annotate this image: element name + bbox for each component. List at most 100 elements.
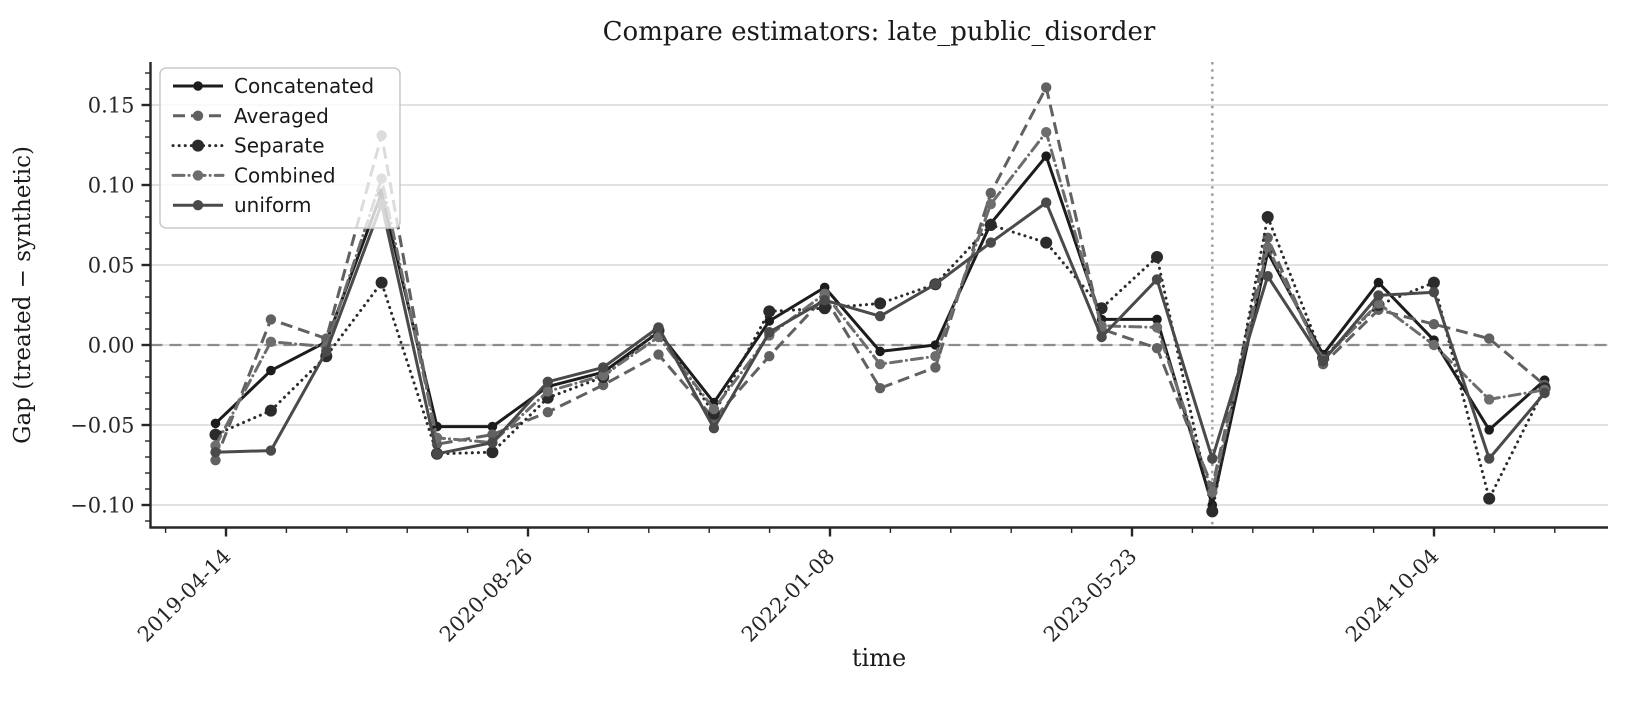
data-point-marker — [930, 351, 941, 362]
data-point-marker — [321, 346, 332, 357]
data-point-marker — [985, 187, 996, 199]
data-point-marker — [1041, 82, 1052, 93]
legend-label: Averaged — [234, 104, 329, 128]
legend-item-separate: Separate — [171, 134, 325, 158]
data-point-marker — [1041, 197, 1052, 208]
y-tick-label: 0.05 — [88, 254, 135, 278]
data-point-marker — [764, 316, 775, 326]
data-point-marker — [874, 297, 887, 310]
data-point-marker — [1484, 425, 1494, 435]
data-point-marker — [266, 365, 276, 376]
data-point-marker — [874, 311, 886, 322]
series-averaged — [210, 82, 1550, 493]
x-tick-label: 2023-05-23 — [1039, 544, 1142, 647]
chart-title: Compare estimators: late_public_disorder — [603, 17, 1156, 47]
x-tick-label: 2022-01-08 — [737, 544, 840, 647]
data-point-marker — [264, 404, 277, 417]
data-point-marker — [375, 276, 388, 289]
data-point-marker — [1041, 151, 1051, 161]
data-point-marker — [1483, 492, 1496, 505]
data-point-marker — [708, 423, 720, 434]
data-point-marker — [1539, 387, 1550, 399]
data-point-marker — [875, 346, 885, 357]
legend-item-concatenated: Concatenated — [173, 74, 374, 98]
legend-marker — [193, 81, 203, 91]
data-point-marker — [1151, 274, 1163, 285]
data-point-marker — [1373, 277, 1384, 288]
data-point-marker — [1484, 333, 1495, 344]
data-point-marker — [930, 279, 941, 290]
legend-marker — [192, 110, 204, 122]
y-tick-label: 0.00 — [88, 334, 135, 358]
y-tick-label: 0.10 — [88, 174, 135, 198]
data-point-marker — [1151, 251, 1163, 263]
data-point-marker — [985, 237, 996, 248]
reference-lines-layer — [150, 62, 1608, 528]
legend-marker — [192, 170, 204, 181]
data-point-marker — [210, 418, 221, 429]
legend-marker — [192, 139, 204, 152]
data-point-marker — [819, 295, 830, 306]
data-point-marker — [1428, 319, 1440, 330]
data-point-marker — [1484, 453, 1495, 464]
data-point-marker — [653, 322, 664, 333]
data-point-marker — [1262, 271, 1273, 282]
data-point-marker — [653, 349, 664, 360]
data-point-marker — [598, 362, 609, 373]
data-point-marker — [1484, 394, 1495, 405]
data-point-marker — [1152, 314, 1162, 325]
data-point-marker — [1261, 211, 1274, 223]
data-point-marker — [265, 314, 277, 325]
x-tick-label: 2020-08-26 — [435, 544, 538, 647]
x-tick-label: 2024-10-04 — [1341, 544, 1444, 647]
data-point-marker — [487, 437, 498, 448]
y-tick-label: 0.15 — [88, 94, 135, 118]
data-point-marker — [1207, 453, 1218, 464]
data-point-marker — [487, 429, 498, 440]
legend-box — [159, 67, 401, 229]
data-series-layer — [209, 82, 1551, 518]
x-tick-label: 2019-04-14 — [133, 544, 236, 647]
data-point-marker — [764, 351, 775, 362]
legend-marker — [192, 200, 204, 211]
legend-label: uniform — [234, 193, 312, 217]
data-point-marker — [598, 370, 609, 381]
data-point-marker — [210, 455, 221, 466]
data-point-marker — [1373, 290, 1384, 301]
legend-label: Separate — [234, 134, 325, 158]
data-point-marker — [1428, 287, 1440, 298]
legend-label: Combined — [234, 163, 336, 187]
series-uniform — [210, 197, 1550, 464]
y-tick-label: −0.05 — [70, 414, 134, 438]
data-point-marker — [1040, 236, 1053, 249]
data-point-marker — [1206, 505, 1219, 518]
data-point-marker — [1151, 322, 1163, 333]
y-tick-label: −0.10 — [70, 494, 134, 518]
data-point-marker — [265, 445, 277, 456]
legend: Concatenated Averaged Separate Combined unif… — [159, 67, 401, 229]
data-point-marker — [1096, 331, 1107, 343]
data-point-marker — [764, 327, 775, 338]
x-axis-label: time — [852, 644, 906, 672]
data-point-marker — [487, 421, 498, 432]
data-point-marker — [431, 448, 443, 459]
data-point-marker — [1317, 355, 1329, 367]
data-point-marker — [763, 305, 776, 318]
data-point-marker — [486, 446, 499, 459]
y-axis-label: Gap (treated − synthetic) — [10, 146, 36, 444]
data-point-marker — [1427, 276, 1440, 289]
data-point-marker — [1151, 343, 1163, 354]
data-point-marker — [1428, 339, 1440, 351]
data-point-marker — [985, 199, 996, 210]
data-point-marker — [874, 383, 886, 394]
data-point-marker — [1041, 127, 1052, 138]
data-point-marker — [542, 376, 553, 387]
series-line — [214, 85, 1546, 489]
data-point-marker — [708, 403, 720, 415]
data-point-marker — [265, 336, 277, 347]
data-point-marker — [542, 386, 553, 397]
data-point-marker — [542, 407, 553, 418]
data-point-marker — [984, 219, 997, 231]
